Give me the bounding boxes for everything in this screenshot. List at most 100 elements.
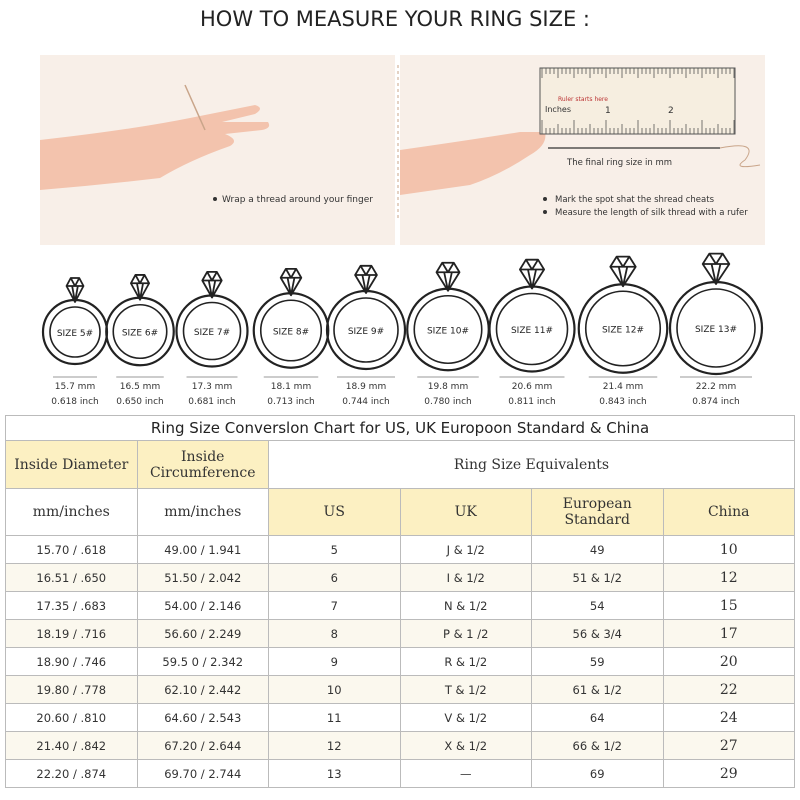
ring-inner [182,301,242,361]
ring-inch: 0.811 inch [508,397,555,407]
table-cell: R & 1/2 [399,647,532,676]
table-cell: 56.60 / 2.249 [136,619,269,648]
hand [400,132,546,195]
table-cell: 9 [268,647,401,676]
ring-label: SIZE 8# [273,328,309,338]
table-row: 18.19 / .716 56.60 / 2.249 8 P & 1 /2 56 & 3… [5,619,795,648]
ring-mm: 18.1 mm [271,382,311,392]
table-cell: 64 [531,703,664,732]
ruler-mark: 1 [605,106,611,116]
title-row: Ring Size Converslon Chart for US, UK Eu… [5,415,795,441]
table-cell: 59.5 0 / 2.342 [136,647,269,676]
diamond [201,271,223,299]
ring-label: SIZE 10# [427,327,469,337]
ring-mm: 16.5 mm [120,382,160,392]
diamond [279,267,303,297]
table-cell: 18.19 / .716 [5,619,138,648]
header-cell: US [268,488,401,536]
table-row: 15.70 / .618 49.00 / 1.941 5 J & 1/2 49 10 [5,535,795,564]
ring-inch: 0.650 inch [116,397,163,407]
ring-inner [112,303,168,360]
table-cell: 15 [662,591,795,620]
ring-label: SIZE 5# [57,329,93,339]
bullet [543,197,547,201]
header-cell: mm/inches [136,488,269,536]
table-cell: 22.20 / .874 [5,759,138,788]
ring-inner [676,288,756,368]
ring-inner [49,306,101,358]
table-cell: 49 [531,535,664,564]
table-cell: T & 1/2 [399,675,532,704]
header-cell: Inside Circumference [136,440,269,489]
table-cell: 67.20 / 2.644 [136,731,269,760]
table-cell: 11 [268,703,401,732]
table-cell: 6 [268,563,401,592]
table-row: 16.51 / .650 51.50 / 2.042 6 I & 1/2 51 & 1/… [5,563,795,592]
table-row: 17.35 / .683 54.00 / 2.146 7 N & 1/2 54 15 [5,591,795,620]
ring-inch: 0.874 inch [692,397,739,407]
ruler-mark: 2 [668,106,674,116]
ring-inch: 0.780 inch [424,397,471,407]
table-cell: 66 & 1/2 [531,731,664,760]
ring-inch: 0.713 inch [267,397,314,407]
bullet [543,210,547,214]
table-cell: 10 [662,535,795,564]
table-cell: 15.70 / .618 [5,535,138,564]
diamond [701,252,731,285]
ruler-ticks [541,68,735,134]
table-cell: 16.51 / .650 [5,563,138,592]
ring-label: SIZE 13# [695,325,737,335]
table-cell: 24 [662,703,795,732]
ring-inch: 0.843 inch [599,397,646,407]
ruler-unit: Inches [545,105,571,114]
ring-label: SIZE 12# [602,326,644,336]
caption: Mark the spot shat the shread cheats [555,195,715,205]
table-cell: 54.00 / 2.146 [136,591,269,620]
diamond [65,277,85,303]
table-cell: 19.80 / .778 [5,675,138,704]
table-cell: 54 [531,591,664,620]
header-cell: China [662,488,795,536]
rings: SIZE 5# 15.7 mm 0.618 inch SIZE 6# 16.5 mm 0.… [41,252,764,407]
table-cell: I & 1/2 [399,563,532,592]
ring-inch: 0.681 inch [188,397,235,407]
ring-mm: 18.9 mm [346,382,386,392]
table-cell: 13 [268,759,401,788]
ring-mm: 22.2 mm [696,382,736,392]
table-cell: 61 & 1/2 [531,675,664,704]
table-row: 18.90 / .746 59.5 0 / 2.342 9 R & 1/2 59 20 [5,647,795,676]
ring-mm: 15.7 mm [55,382,95,392]
table-body: Ring Size Converslon Chart for US, UK Eu… [5,415,795,788]
diamond [609,255,637,288]
table-cell: 51 & 1/2 [531,563,664,592]
table-cell: 27 [662,731,795,760]
table-cell: 17.35 / .683 [5,591,138,620]
header-cell: European Standard [531,488,664,536]
table-cell: 62.10 / 2.442 [136,675,269,704]
ring-mm: 19.8 mm [428,382,468,392]
table-cell: 20.60 / .810 [5,703,138,732]
table-cell: V & 1/2 [399,703,532,732]
header-cell: Ring Size Equivalents [268,440,795,489]
table-cell: 10 [268,675,401,704]
table-cell: 18.90 / .746 [5,647,138,676]
size-table: Ring Size Converslon Chart for US, UK Eu… [5,415,795,788]
table-cell: 69 [531,759,664,788]
table-cell: 12 [268,731,401,760]
table-cell: 56 & 3/4 [531,619,664,648]
header-row: Inside Diameter Inside Circumference Ring … [5,440,795,489]
table-cell: 8 [268,619,401,648]
ruler [539,67,736,135]
caption: Measure the length of silk thread with a… [555,208,748,218]
illustration: HOW TO MEASURE YOUR RING SIZE : Wrap a t… [40,7,765,407]
table-cell: J & 1/2 [399,535,532,564]
table-cell: 64.60 / 2.543 [136,703,269,732]
ring-inner [584,290,662,367]
ring-inner [413,294,483,365]
table-row: 22.20 / .874 69.70 / 2.744 13—69 29 [5,759,795,788]
ruler-start: Ruler starts here [558,96,608,103]
table-row: 20.60 / .810 64.60 / 2.543 11 V & 1/2 64 24 [5,703,795,732]
table-cell: 21.40 / .842 [5,731,138,760]
header-cell: UK [399,488,532,536]
